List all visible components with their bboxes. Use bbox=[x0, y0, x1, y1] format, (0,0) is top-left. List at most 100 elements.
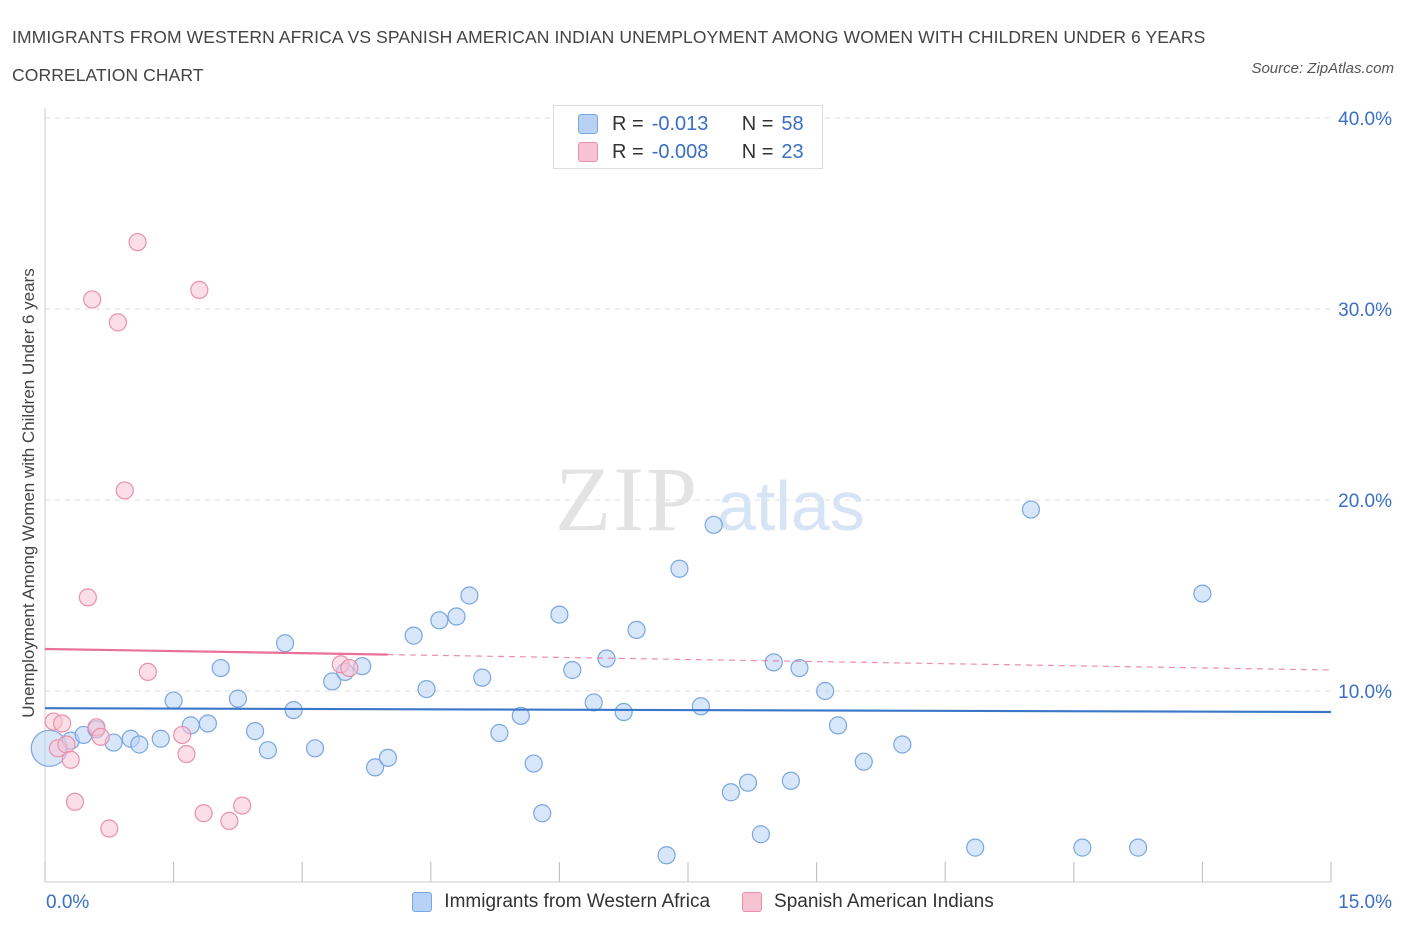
legend-n-label: N = bbox=[741, 140, 774, 163]
series-legend-swatch-pink bbox=[742, 892, 763, 912]
data-point-western-africa bbox=[563, 660, 582, 680]
watermark-atlas: atlas bbox=[717, 467, 865, 545]
data-point-western-africa bbox=[854, 752, 873, 771]
watermark: ZIP atlas bbox=[555, 448, 865, 550]
data-point-western-africa bbox=[533, 804, 552, 823]
tick-label-layer: 10.0% 20.0% 30.0% 40.0% 0.0% 15.0% bbox=[46, 109, 1392, 913]
data-point-western-africa bbox=[657, 846, 676, 865]
data-point-western-africa bbox=[1021, 500, 1041, 519]
y-axis-label: Unemployment Among Women with Children U… bbox=[19, 268, 38, 717]
data-point-western-africa bbox=[430, 611, 449, 630]
data-point-western-africa bbox=[550, 605, 569, 624]
data-point-spanish-american-indians bbox=[233, 796, 252, 815]
data-point-western-africa bbox=[781, 771, 800, 790]
data-point-western-africa bbox=[164, 691, 183, 710]
data-point-western-africa bbox=[790, 658, 809, 678]
data-point-western-africa bbox=[275, 634, 295, 653]
data-point-western-africa bbox=[966, 838, 985, 857]
y-tick-label: 10.0% bbox=[1338, 682, 1392, 703]
data-point-western-africa bbox=[751, 825, 770, 844]
trend-line-pink bbox=[44, 647, 388, 656]
legend-row-pink: R = -0.008 N = 23 bbox=[578, 139, 804, 165]
data-point-spanish-american-indians bbox=[177, 744, 196, 764]
data-point-western-africa bbox=[417, 679, 436, 699]
data-point-western-africa bbox=[670, 559, 689, 578]
data-point-spanish-american-indians bbox=[194, 804, 213, 823]
trend-line-blue bbox=[44, 707, 1332, 714]
legend-n-value: 58 bbox=[781, 112, 804, 135]
data-point-western-africa bbox=[404, 626, 423, 645]
data-point-spanish-american-indians bbox=[100, 819, 119, 838]
data-point-spanish-american-indians bbox=[138, 662, 157, 682]
data-point-spanish-american-indians bbox=[340, 658, 359, 678]
data-point-western-africa bbox=[378, 748, 398, 767]
legend-r-label: R = bbox=[612, 112, 644, 135]
data-point-western-africa bbox=[721, 783, 740, 802]
data-point-western-africa bbox=[1193, 584, 1212, 603]
series-legend-swatch-blue bbox=[412, 892, 433, 912]
legend-r-value: -0.013 bbox=[651, 112, 709, 135]
y-tick-label: 30.0% bbox=[1338, 300, 1392, 321]
x-tick-label: 15.0% bbox=[1338, 892, 1392, 913]
data-point-spanish-american-indians bbox=[220, 811, 239, 830]
data-point-western-africa bbox=[511, 706, 530, 725]
x-tick-label: 0.0% bbox=[46, 892, 89, 913]
trend-layer bbox=[44, 647, 1332, 714]
data-point-spanish-american-indians bbox=[108, 313, 127, 332]
data-point-western-africa bbox=[473, 668, 492, 687]
series-legend-label: Immigrants from Western Africa bbox=[444, 891, 711, 912]
legend-n-value: 23 bbox=[781, 140, 804, 163]
data-point-western-africa bbox=[305, 739, 325, 758]
data-point-spanish-american-indians bbox=[190, 280, 209, 299]
legend-swatch-blue bbox=[578, 114, 598, 134]
correlation-legend: R = -0.013 N = 58 R = -0.008 N = 23 bbox=[553, 105, 823, 169]
legend-r-label: R = bbox=[612, 140, 644, 163]
data-point-western-africa bbox=[1073, 838, 1092, 857]
data-point-western-africa bbox=[130, 735, 149, 754]
y-tick-label: 40.0% bbox=[1338, 109, 1392, 130]
grid-layer bbox=[45, 117, 1331, 692]
chart-source: Source: ZipAtlas.com bbox=[1251, 60, 1394, 77]
series-legend: Immigrants from Western Africa Spanish A… bbox=[0, 886, 1406, 918]
y-tick-label: 20.0% bbox=[1338, 491, 1392, 512]
data-point-western-africa bbox=[323, 672, 342, 691]
data-point-western-africa bbox=[198, 714, 217, 733]
data-point-western-africa bbox=[704, 515, 723, 534]
data-point-western-africa bbox=[151, 729, 170, 748]
data-point-western-africa bbox=[447, 607, 466, 626]
legend-r-value: -0.008 bbox=[651, 140, 709, 163]
data-point-spanish-american-indians bbox=[128, 233, 147, 252]
points-layer bbox=[30, 233, 1212, 865]
data-point-spanish-american-indians bbox=[78, 588, 97, 607]
data-point-western-africa bbox=[284, 700, 303, 720]
data-point-western-africa bbox=[738, 773, 758, 792]
data-point-western-africa bbox=[828, 716, 848, 735]
data-point-western-africa bbox=[584, 693, 603, 712]
watermark-zip: ZIP bbox=[555, 448, 699, 550]
data-point-western-africa bbox=[211, 658, 230, 678]
trend-line-pink-dashed bbox=[387, 653, 1332, 671]
data-point-spanish-american-indians bbox=[83, 290, 102, 309]
legend-row-blue: R = -0.013 N = 58 bbox=[578, 111, 804, 137]
data-point-western-africa bbox=[258, 741, 278, 760]
data-point-western-africa bbox=[245, 722, 265, 741]
series-legend-item-blue: Immigrants from Western Africa bbox=[412, 891, 710, 913]
legend-n-label: N = bbox=[741, 112, 774, 135]
data-point-spanish-american-indians bbox=[53, 714, 72, 733]
legend-swatch-pink bbox=[578, 142, 598, 162]
data-point-spanish-american-indians bbox=[91, 727, 110, 746]
data-point-western-africa bbox=[893, 735, 912, 754]
data-point-western-africa bbox=[524, 754, 543, 773]
data-point-western-africa bbox=[614, 702, 633, 722]
data-point-western-africa bbox=[816, 681, 835, 701]
data-point-spanish-american-indians bbox=[173, 725, 192, 745]
data-point-western-africa bbox=[691, 697, 710, 716]
series-legend-item-pink: Spanish American Indians bbox=[742, 891, 994, 913]
data-point-western-africa bbox=[490, 723, 509, 743]
data-point-spanish-american-indians bbox=[65, 792, 85, 811]
data-point-western-africa bbox=[365, 758, 385, 777]
data-point-western-africa bbox=[627, 620, 646, 639]
data-point-spanish-american-indians bbox=[61, 750, 80, 769]
chart-title: IMMIGRANTS FROM WESTERN AFRICA VS SPANIS… bbox=[12, 27, 1206, 85]
